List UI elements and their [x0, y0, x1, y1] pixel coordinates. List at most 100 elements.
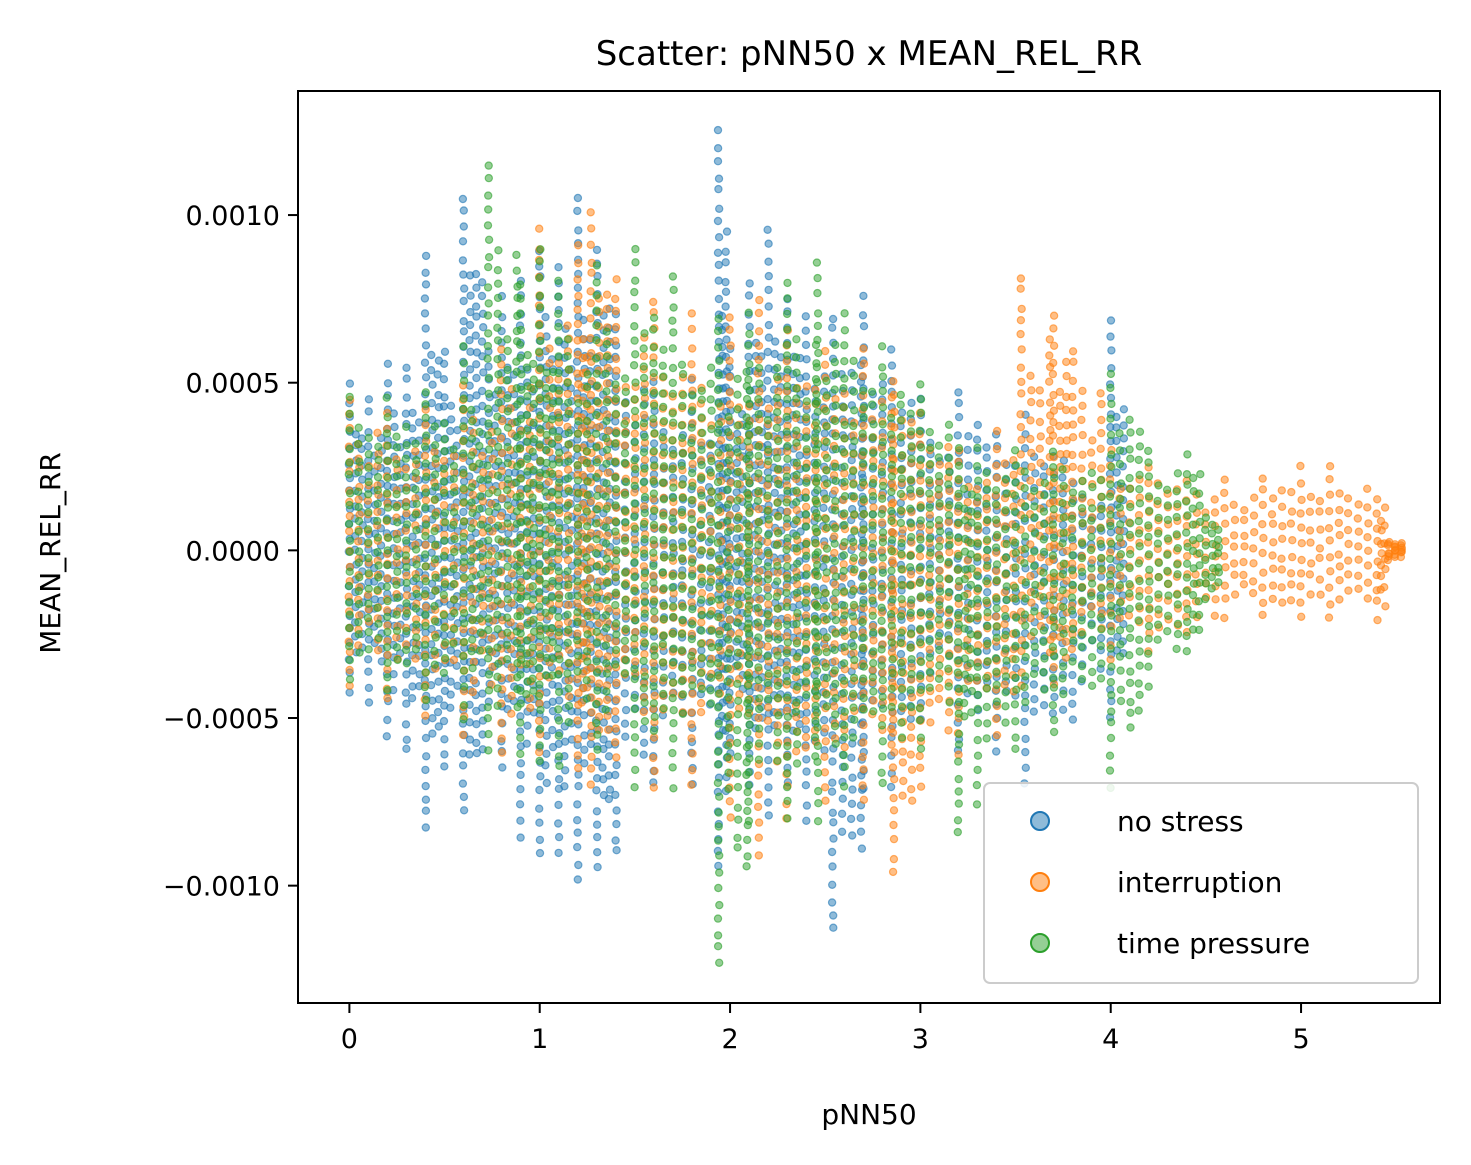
data-point	[1325, 475, 1334, 484]
data-point	[1239, 580, 1249, 589]
data-point	[1144, 614, 1154, 624]
data-point	[1277, 554, 1286, 563]
data-point	[447, 415, 456, 424]
data-point	[828, 862, 837, 871]
data-point	[726, 813, 735, 822]
data-point	[764, 783, 773, 792]
data-point	[1026, 397, 1036, 407]
data-point	[354, 423, 363, 432]
data-point	[431, 573, 440, 582]
data-point	[1315, 496, 1325, 506]
data-point	[599, 775, 608, 784]
data-point	[411, 645, 421, 654]
data-point	[439, 488, 449, 498]
data-point	[497, 734, 506, 743]
data-point	[1353, 514, 1363, 523]
data-point	[925, 660, 935, 669]
data-point	[668, 671, 677, 681]
data-point	[764, 767, 773, 776]
data-point	[1335, 576, 1344, 585]
data-point	[906, 722, 916, 732]
data-point	[1287, 552, 1297, 562]
data-point	[1035, 386, 1045, 395]
data-point	[1096, 464, 1106, 473]
data-point	[421, 577, 431, 586]
data-point	[1267, 510, 1277, 519]
data-point	[764, 725, 773, 734]
data-point	[402, 571, 411, 581]
data-point	[602, 634, 612, 644]
data-point	[1106, 332, 1115, 341]
data-point	[1077, 464, 1086, 473]
data-point	[889, 793, 898, 803]
data-point	[560, 737, 570, 746]
data-point	[877, 592, 887, 602]
data-point	[763, 583, 772, 592]
data-point	[801, 716, 811, 725]
data-point	[649, 571, 658, 580]
data-point	[573, 751, 583, 760]
data-point	[973, 420, 983, 430]
data-point	[364, 395, 374, 404]
data-point	[545, 344, 554, 353]
data-point	[847, 799, 857, 809]
data-point	[1379, 583, 1389, 592]
data-point	[1119, 405, 1129, 414]
data-point	[1017, 435, 1026, 444]
data-point	[649, 674, 658, 683]
data-point	[392, 534, 402, 544]
data-point	[869, 636, 878, 645]
data-point	[374, 455, 383, 465]
data-point	[1315, 507, 1324, 516]
data-point	[1106, 316, 1116, 325]
data-point	[714, 861, 723, 871]
data-point	[687, 373, 697, 382]
data-point	[516, 833, 525, 842]
data-point	[431, 511, 440, 520]
data-point	[573, 275, 582, 284]
data-point	[1068, 715, 1078, 724]
data-point	[1050, 692, 1059, 702]
data-point	[345, 610, 354, 619]
data-point	[402, 393, 411, 402]
data-point	[612, 275, 621, 284]
data-point	[563, 389, 573, 399]
data-point	[764, 320, 774, 330]
data-point	[364, 508, 373, 517]
data-point	[620, 719, 630, 728]
data-point	[383, 693, 392, 703]
data-point	[612, 366, 621, 375]
data-point	[1343, 509, 1353, 518]
data-point	[1061, 637, 1071, 646]
data-point	[433, 707, 443, 717]
data-point	[859, 291, 868, 301]
data-point	[1315, 575, 1325, 584]
data-point	[354, 502, 363, 512]
data-point	[440, 686, 450, 696]
data-point	[446, 426, 455, 436]
data-point	[427, 350, 436, 360]
data-point	[1363, 533, 1372, 542]
data-point	[716, 436, 726, 445]
data-point	[754, 327, 764, 336]
data-point	[1000, 604, 1010, 614]
data-point	[458, 194, 468, 204]
data-point	[830, 486, 839, 495]
data-point	[687, 734, 696, 743]
data-point	[889, 834, 899, 844]
data-point	[763, 537, 772, 547]
data-point	[755, 387, 764, 396]
data-point	[1030, 695, 1039, 704]
data-point	[1296, 598, 1305, 607]
data-point	[859, 421, 868, 430]
data-point	[1078, 430, 1087, 440]
data-point	[507, 569, 516, 578]
data-point	[586, 299, 596, 308]
data-point	[827, 847, 837, 857]
data-point	[1035, 417, 1045, 427]
chart-title: Scatter: pNN50 x MEAN_REL_RR	[596, 34, 1143, 74]
data-point	[721, 247, 730, 256]
data-point	[1305, 526, 1315, 535]
data-point	[452, 571, 461, 581]
data-point	[764, 686, 773, 695]
